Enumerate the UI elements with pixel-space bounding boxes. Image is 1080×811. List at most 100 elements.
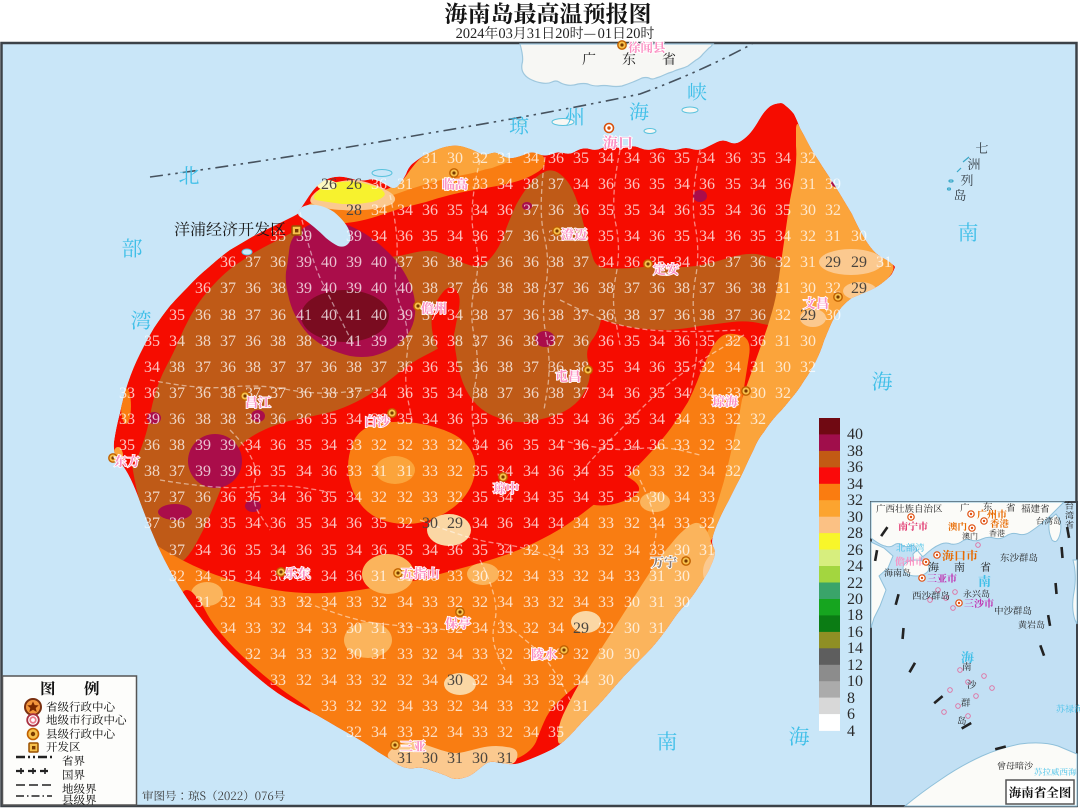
svg-text:30: 30 <box>422 515 438 532</box>
svg-text:38: 38 <box>195 411 211 428</box>
svg-text:38: 38 <box>321 385 337 402</box>
svg-text:38: 38 <box>220 411 236 428</box>
svg-text:34: 34 <box>523 150 539 167</box>
svg-text:30: 30 <box>472 750 488 767</box>
svg-text:35: 35 <box>422 385 438 402</box>
svg-text:31: 31 <box>397 750 413 767</box>
svg-text:37: 37 <box>447 280 463 297</box>
svg-text:30: 30 <box>775 359 791 376</box>
svg-text:29: 29 <box>825 254 841 271</box>
svg-text:38: 38 <box>497 359 513 376</box>
svg-text:35: 35 <box>245 542 261 559</box>
svg-text:29: 29 <box>447 515 463 532</box>
svg-text:30: 30 <box>346 646 362 663</box>
svg-text:36: 36 <box>523 385 539 402</box>
svg-text:36: 36 <box>346 568 362 585</box>
svg-text:37: 37 <box>548 333 564 350</box>
svg-text:34: 34 <box>548 542 564 559</box>
svg-text:37: 37 <box>169 542 185 559</box>
svg-text:33: 33 <box>472 176 488 193</box>
svg-text:38: 38 <box>699 307 715 324</box>
svg-text:36: 36 <box>725 280 741 297</box>
svg-text:39: 39 <box>371 333 387 350</box>
svg-text:34: 34 <box>624 542 640 559</box>
svg-text:30: 30 <box>825 307 841 324</box>
svg-text:37: 37 <box>624 280 640 297</box>
svg-text:33: 33 <box>397 646 413 663</box>
svg-text:33: 33 <box>321 698 337 715</box>
svg-text:39: 39 <box>296 254 312 271</box>
svg-text:36: 36 <box>497 437 513 454</box>
svg-text:37: 37 <box>397 333 413 350</box>
svg-text:32: 32 <box>750 411 766 428</box>
svg-text:31: 31 <box>397 176 413 193</box>
svg-text:33: 33 <box>472 724 488 741</box>
svg-text:32: 32 <box>775 254 791 271</box>
svg-text:37: 37 <box>245 254 261 271</box>
svg-text:33: 33 <box>270 672 286 689</box>
svg-text:32: 32 <box>523 620 539 637</box>
svg-text:33: 33 <box>497 698 513 715</box>
svg-text:38: 38 <box>523 280 539 297</box>
svg-text:35: 35 <box>548 489 564 506</box>
svg-text:34: 34 <box>346 489 362 506</box>
svg-text:32: 32 <box>497 646 513 663</box>
svg-text:37: 37 <box>725 254 741 271</box>
svg-text:34: 34 <box>624 437 640 454</box>
svg-text:36: 36 <box>245 280 261 297</box>
svg-text:36: 36 <box>195 280 211 297</box>
svg-text:32: 32 <box>296 594 312 611</box>
svg-text:34: 34 <box>573 515 589 532</box>
svg-text:30: 30 <box>598 646 614 663</box>
svg-text:31: 31 <box>876 254 892 271</box>
svg-text:39: 39 <box>825 176 841 193</box>
svg-text:38: 38 <box>169 359 185 376</box>
svg-text:36: 36 <box>573 280 589 297</box>
svg-text:33: 33 <box>422 698 438 715</box>
svg-text:33: 33 <box>472 646 488 663</box>
svg-text:37: 37 <box>144 489 160 506</box>
svg-text:38: 38 <box>195 333 211 350</box>
svg-text:32: 32 <box>699 515 715 532</box>
svg-text:34: 34 <box>346 542 362 559</box>
svg-text:38: 38 <box>422 280 438 297</box>
svg-text:38: 38 <box>169 437 185 454</box>
svg-text:32: 32 <box>371 489 387 506</box>
svg-text:37: 37 <box>397 254 413 271</box>
svg-text:32: 32 <box>472 594 488 611</box>
svg-text:36: 36 <box>624 463 640 480</box>
svg-text:34: 34 <box>245 594 261 611</box>
svg-text:37: 37 <box>548 280 564 297</box>
svg-text:36: 36 <box>296 489 312 506</box>
svg-text:36: 36 <box>472 359 488 376</box>
svg-text:34: 34 <box>371 228 387 245</box>
svg-text:34: 34 <box>497 672 513 689</box>
svg-text:33: 33 <box>346 437 362 454</box>
svg-text:34: 34 <box>624 228 640 245</box>
svg-text:32: 32 <box>397 515 413 532</box>
svg-text:37: 37 <box>270 359 286 376</box>
svg-text:32: 32 <box>825 202 841 219</box>
svg-text:37: 37 <box>548 176 564 193</box>
svg-text:36: 36 <box>497 254 513 271</box>
svg-text:33: 33 <box>422 437 438 454</box>
svg-text:38: 38 <box>296 333 312 350</box>
svg-text:30: 30 <box>447 672 463 689</box>
svg-text:35: 35 <box>472 489 488 506</box>
svg-text:36: 36 <box>725 228 741 245</box>
svg-text:36: 36 <box>649 280 665 297</box>
svg-text:34: 34 <box>321 672 337 689</box>
svg-text:33: 33 <box>573 542 589 559</box>
svg-text:31: 31 <box>573 698 589 715</box>
svg-text:38: 38 <box>346 359 362 376</box>
svg-text:36: 36 <box>573 437 589 454</box>
svg-text:34: 34 <box>397 698 413 715</box>
svg-text:38: 38 <box>497 280 513 297</box>
svg-text:34: 34 <box>371 385 387 402</box>
svg-text:34: 34 <box>523 568 539 585</box>
svg-text:33: 33 <box>624 568 640 585</box>
svg-text:36: 36 <box>649 437 665 454</box>
svg-text:36: 36 <box>220 254 236 271</box>
svg-text:34: 34 <box>195 568 211 585</box>
svg-text:33: 33 <box>119 385 135 402</box>
